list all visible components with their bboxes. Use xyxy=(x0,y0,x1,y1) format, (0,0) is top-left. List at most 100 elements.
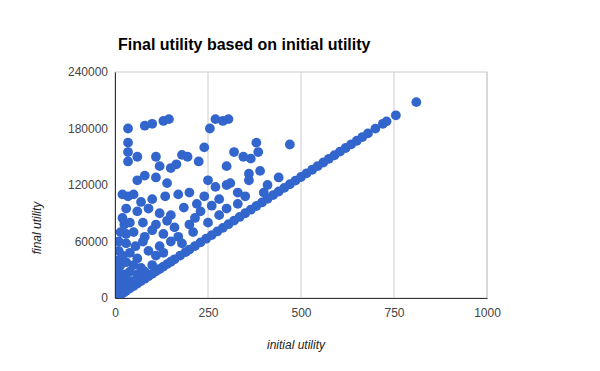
tick: 120000 xyxy=(68,178,115,192)
point xyxy=(158,248,168,258)
point xyxy=(147,260,157,270)
point xyxy=(244,175,254,185)
point xyxy=(199,191,209,201)
tick: 60000 xyxy=(75,235,115,249)
tick: 250 xyxy=(198,298,218,320)
point xyxy=(164,114,174,124)
grid-line xyxy=(115,72,116,298)
points xyxy=(115,97,421,298)
title: Final utility based on initial utility xyxy=(118,36,371,53)
point xyxy=(211,182,221,192)
tick-label: 250 xyxy=(198,306,218,320)
point xyxy=(147,194,157,204)
grid-line xyxy=(394,72,395,298)
plot-frame xyxy=(115,72,487,298)
point xyxy=(214,210,224,220)
tick-label: 1000 xyxy=(474,306,501,320)
point xyxy=(170,222,180,232)
point xyxy=(222,161,232,171)
point xyxy=(173,190,183,200)
point xyxy=(185,188,195,198)
y-axis-title: final utility xyxy=(30,201,44,255)
point xyxy=(203,175,213,185)
tick-label: 500 xyxy=(291,306,311,320)
point xyxy=(129,190,139,200)
point xyxy=(205,124,215,134)
tick: 750 xyxy=(384,298,404,320)
point xyxy=(179,203,189,213)
axis-line xyxy=(115,73,116,299)
point xyxy=(155,161,165,171)
point xyxy=(119,285,129,295)
point xyxy=(132,175,142,185)
point xyxy=(138,218,148,228)
point xyxy=(391,110,401,120)
point xyxy=(214,194,224,204)
point xyxy=(123,157,133,167)
point xyxy=(225,178,235,188)
tick-label: 120000 xyxy=(68,178,108,192)
grid xyxy=(115,72,487,298)
point xyxy=(151,173,161,183)
point xyxy=(136,197,146,207)
point xyxy=(123,124,133,134)
point xyxy=(240,191,250,201)
plot: 0 250 500 750 1000 0 60000 120000 180000 240000 xyxy=(68,65,501,319)
point xyxy=(382,116,392,126)
point xyxy=(129,227,139,237)
point xyxy=(259,188,269,198)
point xyxy=(285,140,295,150)
point xyxy=(274,173,284,183)
point xyxy=(147,225,157,235)
tick: 0 xyxy=(112,298,119,320)
point xyxy=(199,142,209,152)
point xyxy=(233,199,243,209)
tick-label: 750 xyxy=(384,306,404,320)
tick: 0 xyxy=(101,291,115,305)
point xyxy=(246,154,256,164)
point xyxy=(188,227,198,237)
point xyxy=(229,147,239,157)
point xyxy=(222,204,232,214)
point xyxy=(123,147,133,157)
point xyxy=(140,267,150,277)
point xyxy=(162,178,172,188)
point xyxy=(194,157,204,167)
point xyxy=(166,237,176,247)
point xyxy=(160,191,170,201)
point xyxy=(162,216,172,226)
point xyxy=(123,138,133,148)
point xyxy=(251,138,261,148)
point xyxy=(253,147,263,157)
x-axis-title: initial utility xyxy=(267,338,326,352)
y-axis: 0 60000 120000 180000 240000 xyxy=(68,65,116,305)
tick-label: 180000 xyxy=(68,122,108,136)
point xyxy=(147,119,157,129)
tick-label: 240000 xyxy=(68,65,108,79)
point xyxy=(125,218,135,228)
point xyxy=(224,114,234,124)
point xyxy=(190,213,200,223)
point xyxy=(158,229,168,239)
tick: 500 xyxy=(291,298,311,320)
tick-label: 60000 xyxy=(75,235,109,249)
axis-line xyxy=(116,298,488,299)
point xyxy=(411,97,421,107)
grid-line xyxy=(487,72,488,298)
point xyxy=(132,152,142,162)
point xyxy=(207,201,217,211)
tick: 240000 xyxy=(68,65,115,79)
tick: 180000 xyxy=(68,122,115,136)
tick: 1000 xyxy=(474,298,501,320)
point xyxy=(155,208,165,218)
point xyxy=(132,206,142,216)
point xyxy=(151,152,161,162)
point xyxy=(121,204,131,214)
grid-line xyxy=(301,72,302,298)
tick-label: 0 xyxy=(112,306,119,320)
chart: 0 250 500 750 1000 0 60000 120000 180000 240000 Fi… xyxy=(0,0,600,371)
background xyxy=(0,0,600,371)
point xyxy=(121,238,131,248)
tick-label: 0 xyxy=(101,291,108,305)
point xyxy=(203,218,213,228)
